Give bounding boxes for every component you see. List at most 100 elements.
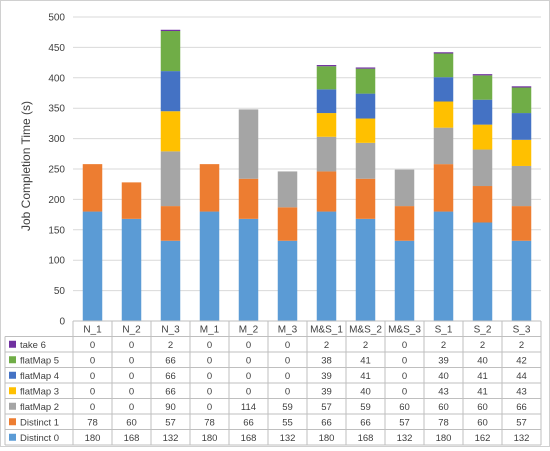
table-cell-value: 180: [202, 433, 218, 444]
bar-segment: [316, 113, 337, 137]
table-cell-value: 0: [207, 371, 212, 382]
table-cell-value: 132: [280, 433, 296, 444]
table-cell-value: 0: [90, 402, 95, 413]
table-cell-value: 41: [477, 371, 488, 382]
bar-segment: [355, 118, 376, 143]
y-tick-label: 450: [48, 43, 65, 54]
bar-segment: [238, 218, 259, 321]
y-tick-label: 100: [48, 256, 65, 267]
bar-segment: [472, 124, 493, 150]
table-cell-value: 2: [168, 340, 173, 351]
x-category-label: N_2: [122, 325, 141, 336]
table-cell-value: 0: [207, 340, 212, 351]
bar-stack: [433, 52, 454, 321]
table-cell-value: 90: [165, 402, 176, 413]
bar-segment: [277, 171, 298, 208]
table-cell-value: 39: [321, 387, 332, 398]
table-cell-value: 42: [516, 356, 527, 367]
table-cell-value: 39: [438, 356, 449, 367]
table-cell-value: 66: [516, 402, 527, 413]
y-tick-label: 0: [59, 317, 65, 328]
table-cell-value: 78: [204, 418, 215, 429]
bar-segment: [316, 211, 337, 321]
y-tick-label: 300: [48, 134, 65, 145]
table-cell-value: 39: [321, 371, 332, 382]
table-cell-value: 0: [207, 387, 212, 398]
table-cell-value: 66: [165, 356, 176, 367]
bar-segment: [316, 89, 337, 114]
table-cell-value: 57: [516, 418, 527, 429]
x-category-label: N_3: [161, 325, 180, 336]
bar-segment: [355, 68, 376, 94]
bar-segment: [355, 218, 376, 321]
table-cell-value: 66: [243, 418, 254, 429]
table-cell-value: 60: [399, 402, 410, 413]
bar-segment: [433, 127, 454, 165]
table-cell-value: 132: [163, 433, 179, 444]
table-cell-value: 59: [360, 402, 371, 413]
table-cell-value: 168: [124, 433, 140, 444]
table-cell-value: 41: [360, 356, 371, 367]
table-cell-value: 57: [321, 402, 332, 413]
legend-swatch: [9, 402, 16, 410]
y-tick-label: 200: [48, 195, 65, 206]
legend-label: flatMap 4: [20, 371, 59, 382]
table-cell-value: 168: [358, 433, 374, 444]
table-cell-value: 60: [477, 418, 488, 429]
table-cell-value: 41: [477, 387, 488, 398]
y-axis-ticks: 0 50 100 150 200 250 300 350 400 450 500: [48, 13, 65, 328]
table-cell-value: 2: [324, 340, 329, 351]
table-cell-value: 44: [516, 371, 527, 382]
bar-segment: [433, 101, 454, 128]
bar-segment: [160, 71, 181, 112]
table-cell-value: 60: [477, 402, 488, 413]
bar-segment: [316, 66, 337, 90]
bar-segment: [355, 67, 376, 69]
y-tick-label: 400: [48, 73, 65, 84]
x-category-label: S_2: [474, 325, 492, 336]
bar-segment: [238, 109, 259, 179]
table-cell-value: 66: [165, 387, 176, 398]
table-cell-value: 78: [87, 418, 98, 429]
bar-segment: [433, 211, 454, 321]
bar-segment: [121, 218, 142, 321]
table-cell-value: 78: [438, 418, 449, 429]
table-cell-value: 0: [129, 387, 134, 398]
bar-segment: [511, 86, 532, 88]
table-cell-value: 60: [126, 418, 137, 429]
table-cell-value: 0: [246, 371, 251, 382]
bar-segment: [472, 74, 493, 76]
bar-segment: [511, 87, 532, 114]
bar-segment: [472, 99, 493, 125]
table-cell-value: 0: [402, 356, 407, 367]
table-cell-value: 0: [129, 356, 134, 367]
bar-segment: [433, 77, 454, 102]
table-cell-value: 0: [90, 340, 95, 351]
table-cell-value: 0: [90, 356, 95, 367]
bar-segment: [355, 93, 376, 119]
x-category-label: N_1: [83, 325, 102, 336]
y-tick-label: 50: [54, 286, 66, 297]
table-cell-value: 180: [319, 433, 335, 444]
legend-label: take 6: [20, 340, 46, 351]
bar-segment: [160, 30, 181, 72]
table-cell-value: 0: [207, 402, 212, 413]
table-cell-value: 2: [519, 340, 524, 351]
bar-segment: [316, 65, 337, 67]
table-cell-value: 132: [397, 433, 413, 444]
bar-segment: [511, 206, 532, 241]
table-cell-value: 0: [246, 340, 251, 351]
bar-segment: [199, 164, 220, 212]
table-cell-value: 60: [438, 402, 449, 413]
legend-label: Distinct 0: [20, 433, 59, 444]
bar-segment: [511, 165, 532, 207]
bar-segment: [472, 149, 493, 187]
x-category-label: S_1: [435, 325, 453, 336]
bar-segment: [472, 75, 493, 100]
bar-stack: [238, 109, 259, 321]
legend-swatch: [9, 371, 16, 379]
y-tick-label: 350: [48, 104, 65, 115]
table-cell-value: 0: [207, 356, 212, 367]
bar-segment: [472, 186, 493, 223]
bar-stack: [355, 67, 376, 321]
